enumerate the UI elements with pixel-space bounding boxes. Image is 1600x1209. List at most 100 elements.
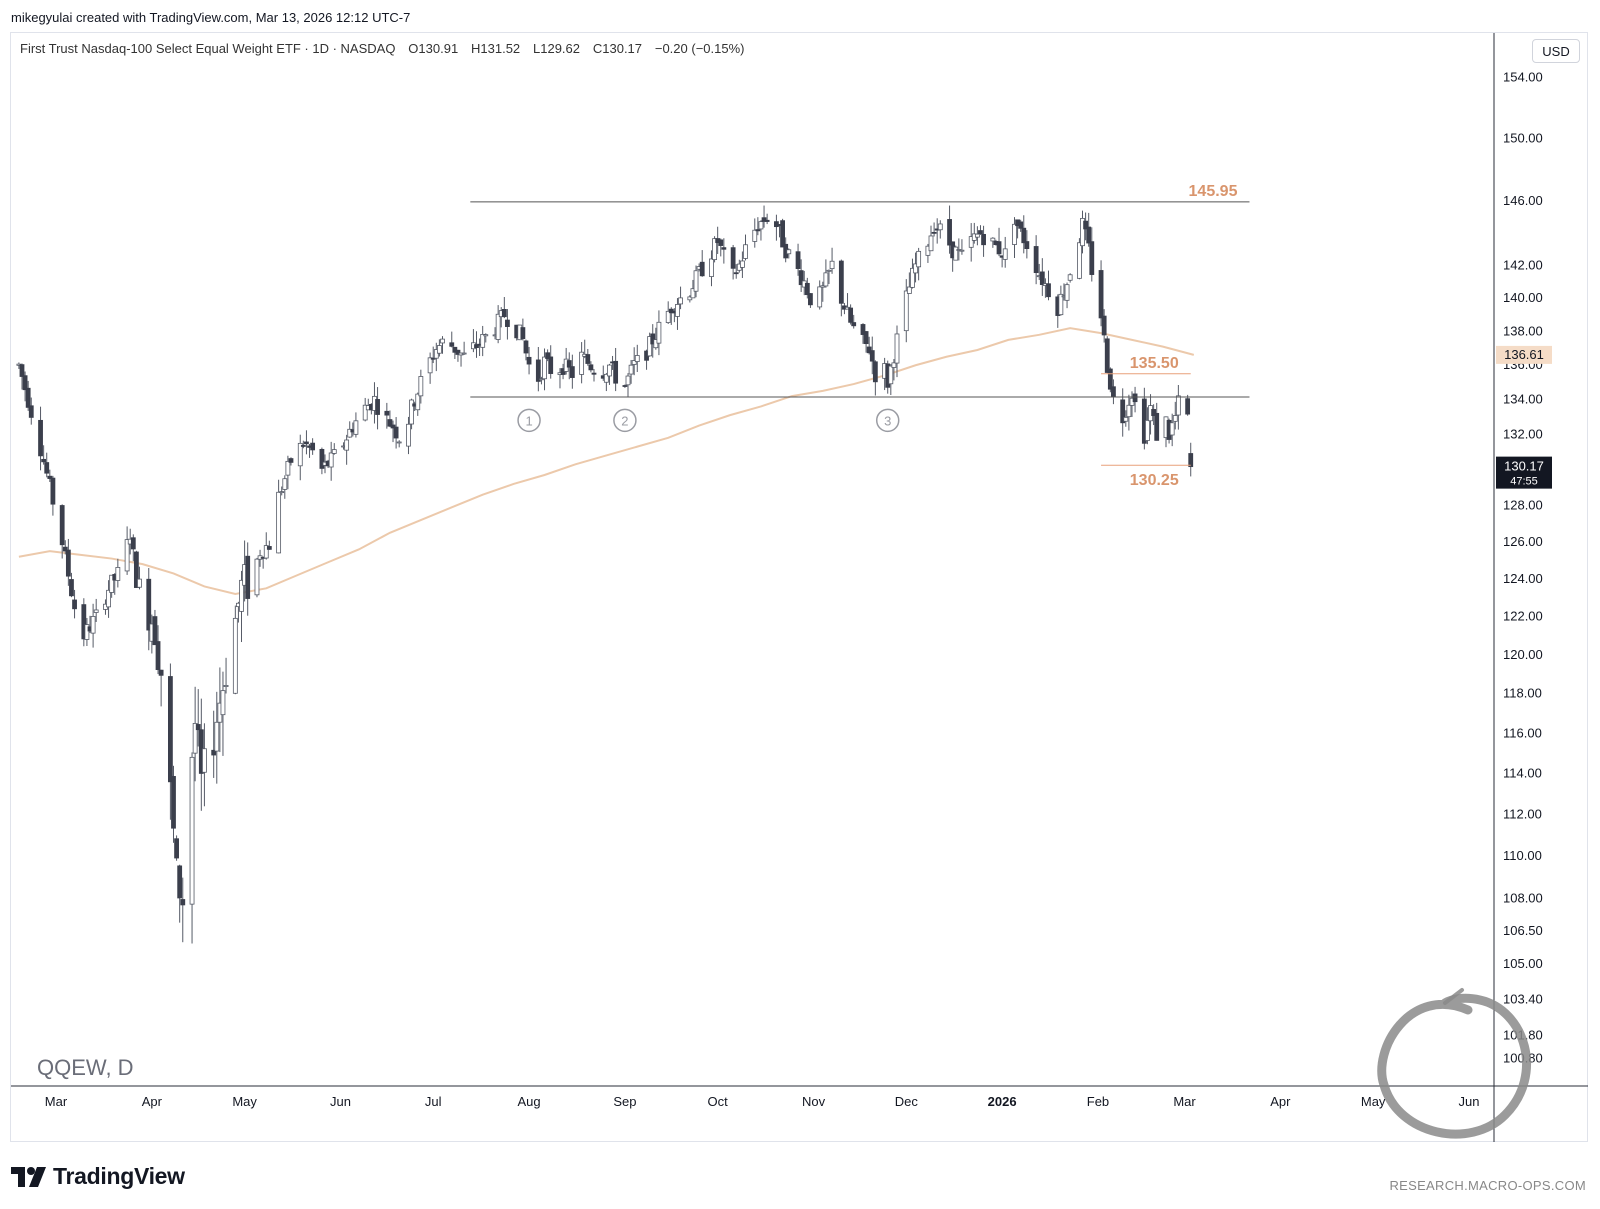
candle-body bbox=[130, 537, 136, 550]
candle-body bbox=[50, 477, 56, 505]
candle-body bbox=[804, 282, 810, 296]
candle-body bbox=[1012, 223, 1017, 245]
candle-body bbox=[22, 375, 28, 391]
candle-body bbox=[353, 420, 359, 435]
candle-body bbox=[109, 574, 115, 593]
candle-body bbox=[990, 237, 996, 242]
x-tick-label: May bbox=[232, 1094, 257, 1109]
candle-body bbox=[520, 327, 526, 340]
candle-body bbox=[625, 375, 631, 386]
candle-body bbox=[1080, 217, 1085, 247]
y-tick-label: 124.00 bbox=[1503, 571, 1543, 586]
last-price-value: 130.17 bbox=[1504, 459, 1544, 474]
candle-body bbox=[44, 462, 50, 474]
candle-body bbox=[916, 250, 922, 268]
candle-body bbox=[455, 349, 461, 355]
candle-body bbox=[106, 589, 111, 608]
candle-body bbox=[1021, 227, 1027, 244]
touch-marker-circle bbox=[875, 408, 900, 433]
candle-body bbox=[1039, 271, 1045, 285]
candle-body bbox=[838, 260, 844, 304]
candle-body bbox=[1086, 226, 1092, 244]
chart-frame[interactable] bbox=[10, 32, 1588, 1142]
candle-body bbox=[780, 220, 785, 248]
candle-body bbox=[90, 616, 96, 634]
candle-body bbox=[545, 352, 551, 359]
candle-body bbox=[650, 333, 656, 345]
ma-price-box bbox=[1496, 345, 1552, 364]
candle-body bbox=[808, 293, 813, 306]
candle-body bbox=[239, 579, 244, 612]
candle-body bbox=[62, 546, 68, 552]
candle-body bbox=[415, 393, 421, 411]
candle-body bbox=[328, 452, 334, 468]
candle-body bbox=[761, 217, 767, 222]
candle-body bbox=[758, 221, 764, 230]
currency-button[interactable]: USD bbox=[1532, 39, 1580, 63]
candle-body bbox=[740, 260, 745, 268]
x-tick-label: Feb bbox=[1087, 1094, 1109, 1109]
candle-body bbox=[331, 449, 337, 454]
candle-body bbox=[288, 458, 294, 463]
candle-body bbox=[430, 357, 436, 360]
candle-body bbox=[1024, 241, 1030, 250]
y-tick-label: 122.00 bbox=[1503, 609, 1543, 624]
source-url: RESEARCH.MACRO-OPS.COM bbox=[1389, 1178, 1586, 1193]
candle-body bbox=[495, 313, 501, 340]
candle-body bbox=[59, 505, 65, 546]
candle-body bbox=[913, 263, 918, 274]
candle-body bbox=[137, 578, 142, 588]
candle-body bbox=[628, 364, 634, 375]
candle-body bbox=[1067, 274, 1073, 281]
candle-body bbox=[81, 604, 87, 640]
candle-body bbox=[1033, 246, 1039, 274]
candle-body bbox=[344, 439, 350, 451]
candle-body bbox=[613, 360, 619, 384]
candle-body bbox=[1089, 241, 1095, 275]
x-tick-label: 2026 bbox=[988, 1094, 1017, 1109]
candle-body bbox=[579, 351, 585, 375]
candle-body bbox=[223, 685, 229, 687]
ohlc-change: −0.20 (−0.15%) bbox=[654, 41, 745, 56]
candle-body bbox=[93, 609, 99, 613]
candle-body bbox=[25, 387, 31, 408]
candle-body bbox=[300, 445, 306, 447]
touch-marker: 3 bbox=[875, 408, 900, 433]
candle-body bbox=[347, 428, 353, 438]
last-price-label: 130.17 47:55 bbox=[1496, 456, 1552, 489]
candle-body bbox=[436, 345, 442, 354]
candle-body bbox=[752, 229, 758, 242]
y-tick-label: 126.00 bbox=[1503, 534, 1543, 549]
candle-body bbox=[1083, 220, 1089, 230]
candle-body bbox=[863, 331, 869, 345]
candle-body bbox=[461, 352, 467, 355]
candle-body bbox=[433, 349, 439, 359]
candle-body bbox=[820, 285, 826, 288]
candle-body bbox=[906, 286, 912, 294]
candle-body bbox=[718, 239, 724, 246]
candle-body bbox=[764, 219, 770, 222]
candle-body bbox=[931, 231, 937, 234]
candle-body bbox=[721, 247, 727, 250]
candle-body bbox=[709, 258, 714, 277]
candle-body bbox=[891, 362, 897, 368]
y-tick-label: 140.00 bbox=[1503, 290, 1543, 305]
candle-body bbox=[69, 579, 74, 597]
x-tick-label: Sep bbox=[613, 1094, 636, 1109]
candle-body bbox=[474, 344, 479, 348]
candle-body bbox=[947, 219, 952, 246]
candle-body bbox=[968, 236, 974, 248]
candle-body bbox=[84, 624, 90, 640]
candle-body bbox=[180, 899, 186, 906]
touch-marker-label: 2 bbox=[621, 413, 628, 428]
candle-body bbox=[866, 346, 872, 354]
candle-body bbox=[171, 776, 176, 829]
y-tick-label: 105.00 bbox=[1503, 956, 1543, 971]
candle-body bbox=[743, 244, 748, 259]
candle-body bbox=[220, 690, 226, 716]
candle-body bbox=[174, 838, 179, 859]
x-tick-label: Jun bbox=[1459, 1094, 1480, 1109]
candle-body bbox=[1064, 284, 1070, 301]
tradingview-logo[interactable]: TradingView bbox=[11, 1163, 185, 1190]
